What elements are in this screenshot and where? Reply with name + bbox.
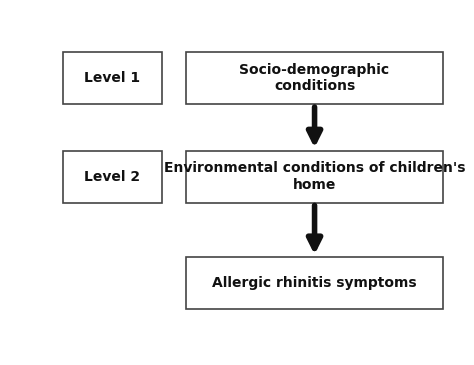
FancyBboxPatch shape [63, 151, 162, 203]
Text: Allergic rhinitis symptoms: Allergic rhinitis symptoms [212, 276, 417, 291]
Text: Level 1: Level 1 [84, 71, 141, 85]
FancyBboxPatch shape [186, 151, 443, 203]
FancyBboxPatch shape [186, 52, 443, 104]
FancyBboxPatch shape [63, 52, 162, 104]
Text: Environmental conditions of children's
home: Environmental conditions of children's h… [164, 161, 465, 192]
Text: Level 2: Level 2 [84, 170, 141, 184]
FancyBboxPatch shape [186, 257, 443, 310]
Text: Socio-demographic
conditions: Socio-demographic conditions [239, 63, 390, 93]
